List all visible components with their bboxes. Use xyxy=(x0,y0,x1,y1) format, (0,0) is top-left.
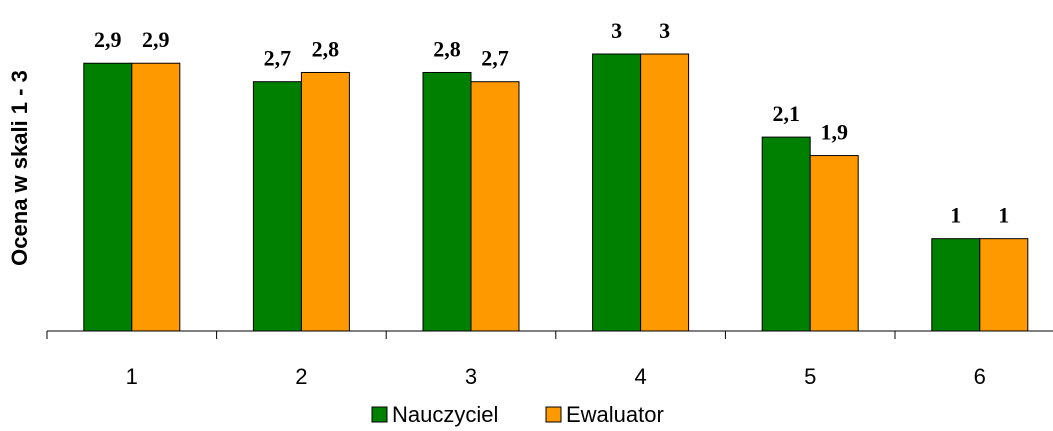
legend-label-ewaluator: Ewaluator xyxy=(566,402,664,427)
data-label-ewaluator-5: 1,9 xyxy=(820,120,848,145)
data-label-ewaluator-2: 2,8 xyxy=(312,36,340,61)
bar-ewaluator-6 xyxy=(979,238,1029,332)
legend: Nauczyciel Ewaluator xyxy=(371,402,664,427)
bar-ewaluator-1 xyxy=(131,62,181,332)
bar-nauczyciel-2 xyxy=(252,81,302,332)
bar-nauczyciel-3 xyxy=(422,71,472,332)
data-label-nauczyciel-5: 2,1 xyxy=(772,101,800,126)
data-label-ewaluator-1: 2,9 xyxy=(142,27,170,52)
bar-nauczyciel-1 xyxy=(83,62,133,332)
data-label-ewaluator-4: 3 xyxy=(659,18,670,43)
data-label-nauczyciel-6: 1 xyxy=(950,203,961,228)
legend-swatch-nauczyciel xyxy=(371,406,388,423)
data-label-nauczyciel-4: 3 xyxy=(611,18,622,43)
data-label-ewaluator-3: 2,7 xyxy=(481,46,509,71)
x-tick-label-2: 2 xyxy=(295,364,307,389)
data-label-nauczyciel-3: 2,8 xyxy=(433,36,461,61)
y-axis-label: Ocena w skali 1 - 3 xyxy=(7,70,32,266)
x-tick-label-4: 4 xyxy=(634,364,646,389)
x-tick-label-3: 3 xyxy=(465,364,477,389)
bar-nauczyciel-6 xyxy=(931,238,981,332)
bar-ewaluator-3 xyxy=(470,81,520,332)
x-tick-label-5: 5 xyxy=(804,364,816,389)
bar-nauczyciel-4 xyxy=(592,53,642,332)
bar-ewaluator-4 xyxy=(640,53,690,332)
x-tick-label-1: 1 xyxy=(126,364,138,389)
data-labels-group: 2,9 2,9 2,7 2,8 2,8 2,7 3 3 2,1 1,9 1 1 xyxy=(94,18,1009,228)
x-tick-label-6: 6 xyxy=(974,364,986,389)
data-label-nauczyciel-1: 2,9 xyxy=(94,27,122,52)
data-label-ewaluator-6: 1 xyxy=(998,203,1009,228)
x-ticks-group: 1 2 3 4 5 6 xyxy=(46,331,986,389)
bars-group xyxy=(83,53,1029,332)
bar-ewaluator-2 xyxy=(300,71,350,332)
bar-ewaluator-5 xyxy=(809,155,859,332)
legend-label-nauczyciel: Nauczyciel xyxy=(392,402,498,427)
bar-nauczyciel-5 xyxy=(761,136,811,332)
legend-swatch-ewaluator xyxy=(545,406,562,423)
data-label-nauczyciel-2: 2,7 xyxy=(264,46,292,71)
